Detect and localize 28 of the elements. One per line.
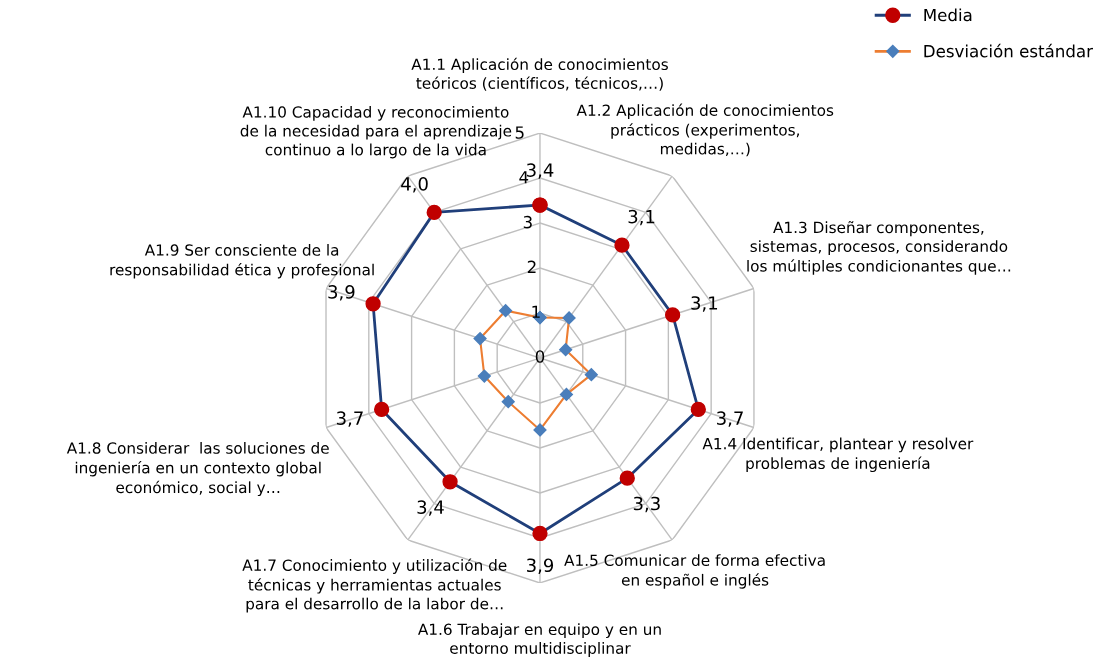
data-label: 3,7 [336,411,363,427]
spoke-label: A1.1 Aplicación de conocimientos teóricos (científicos, técnicos,…) [411,57,668,91]
legend-label: Desviación estándar [924,43,1093,58]
spoke-label: A1.8 Considerar las soluciones de ingeniería en un contexto global económico, social y… [66,441,329,497]
spoke-label: A1.6 Trabajar en equipo y en un entorno multidisciplinar [418,623,661,657]
y-tick-label: 1 [532,305,540,318]
legend-label: Media [924,8,972,22]
spoke-label: A1.4 Identificar, plantear y resolver problemas de ingeniería [702,437,974,473]
y-tick-label: 4 [519,171,529,184]
data-label: 3,4 [417,500,444,516]
data-label: 3,1 [628,209,655,226]
spoke-label: A1.10 Capacidad y reconocimiento de la necesidad para el aprendizaje continuo a lo largo de la vida [240,105,512,159]
spoke-label: A1.9 Ser consciente de la responsabilidad ética y profesional [110,243,374,279]
data-label: 3,9 [527,558,554,574]
spoke-label: A1.5 Comunicar de forma efectiva en español e inglés [564,554,825,589]
data-label: 4,0 [401,177,428,193]
y-tick-label: 3 [523,215,532,229]
y-tick-label: 0 [535,350,545,363]
data-label: 3,4 [527,163,554,179]
y-tick-label: 2 [527,260,536,273]
spoke-label: A1.2 Aplicación de conocimientos prácticos (experimentos, medidas,…) [576,103,834,157]
data-label: 3,3 [633,496,660,513]
data-label: 3,9 [328,285,355,301]
data-label: 3,7 [717,411,743,427]
spoke-label: A1.7 Conocimiento y utilización de técnicas y herramientas actuales para el desarrollo de la labor de… [242,558,507,613]
y-tick-label: 5 [515,126,524,139]
spoke-label: A1.3 Diseñar componentes, sistemas, procesos, considerando los múltiples condicionantes que… [747,221,1011,275]
data-label: 3,1 [691,296,718,312]
